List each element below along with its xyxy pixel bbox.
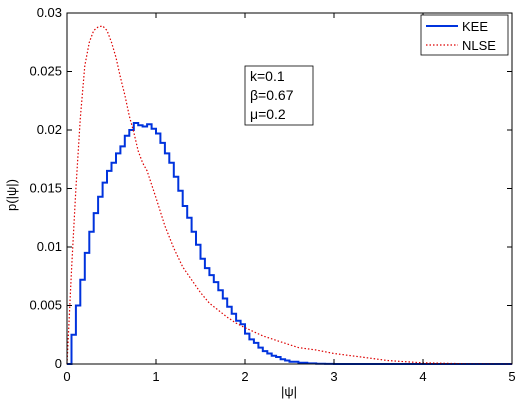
y-tick-label: 0.03	[37, 5, 62, 20]
legend-label-kee: KEE	[462, 19, 488, 34]
annotation-mu: μ=0.2	[250, 106, 286, 122]
legend-box	[420, 14, 509, 56]
x-tick-label: 4	[419, 369, 426, 384]
y-tick-label: 0	[55, 356, 62, 371]
series-line-kee	[67, 122, 512, 365]
annotation-box	[244, 65, 314, 126]
series-line-nlse	[66, 25, 513, 365]
y-tick-label: 0.01	[37, 239, 62, 254]
annotation-kappa: k=0.1	[250, 68, 285, 84]
x-tick-label: 0	[63, 369, 70, 384]
y-axis-label: p(|ψ|)	[4, 179, 19, 211]
series-layer	[66, 25, 513, 365]
x-tick-label: 3	[330, 369, 337, 384]
y-tick-label: 0.015	[29, 181, 62, 196]
y-tick-label: 0.025	[29, 64, 62, 79]
parameter-annotation: k=0.1 β=0.67 μ=0.2	[244, 65, 314, 126]
x-tick-label: 1	[152, 369, 159, 384]
legend-label-nlse: NLSE	[462, 38, 496, 53]
x-axis-label: |ψ|	[281, 384, 297, 399]
y-tick-label: 0.02	[37, 122, 62, 137]
ticks-layer: 0 1 2 3 4 5 0 0.005 0.01 0.015 0.02 0.025 0.03	[29, 5, 515, 384]
x-tick-label: 5	[508, 369, 515, 384]
annotation-beta: β=0.67	[250, 87, 294, 103]
legend: KEE NLSE	[420, 14, 509, 56]
x-tick-label: 2	[241, 369, 248, 384]
y-tick-label: 0.005	[29, 298, 62, 313]
